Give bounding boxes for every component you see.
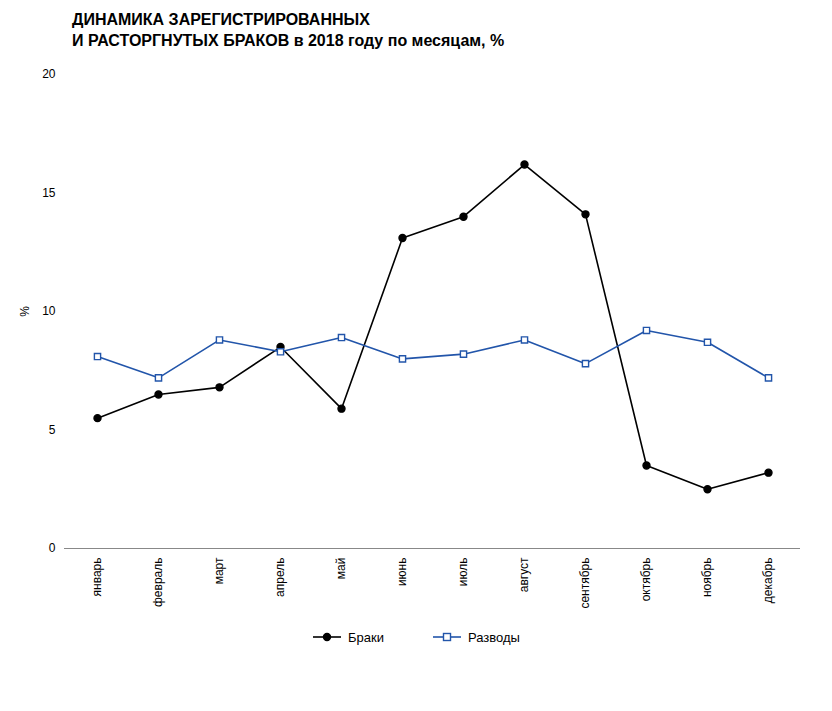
svg-text:март: март <box>212 557 226 584</box>
svg-text:20: 20 <box>42 67 56 81</box>
svg-text:сентябрь: сентябрь <box>578 557 592 608</box>
svg-text:декабрь: декабрь <box>761 557 775 603</box>
svg-text:февраль: февраль <box>151 557 165 607</box>
svg-text:10: 10 <box>42 304 56 318</box>
svg-text:%: % <box>18 305 32 316</box>
svg-text:ноябрь: ноябрь <box>700 557 714 597</box>
svg-text:январь: январь <box>90 557 104 596</box>
svg-text:июнь: июнь <box>395 557 409 586</box>
html-text:Браки: Браки <box>348 629 384 645</box>
svg-text:апрель: апрель <box>273 557 287 596</box>
html-text:ДИНАМИКА ЗАРЕГИСТРИРОВАННЫХ И: ДИНАМИКА ЗАРЕГИСТРИРОВАННЫХ И РАСТОРГНУТ… <box>72 11 505 49</box>
svg-text:май: май <box>334 557 348 579</box>
svg-text:октябрь: октябрь <box>639 557 653 601</box>
svg-text:15: 15 <box>42 185 56 199</box>
svg-text:0: 0 <box>49 541 56 555</box>
svg-text:август: август <box>517 557 531 592</box>
svg-text:5: 5 <box>49 422 56 436</box>
html-text:Разводы: Разводы <box>468 629 520 645</box>
svg-text:июль: июль <box>456 557 470 586</box>
